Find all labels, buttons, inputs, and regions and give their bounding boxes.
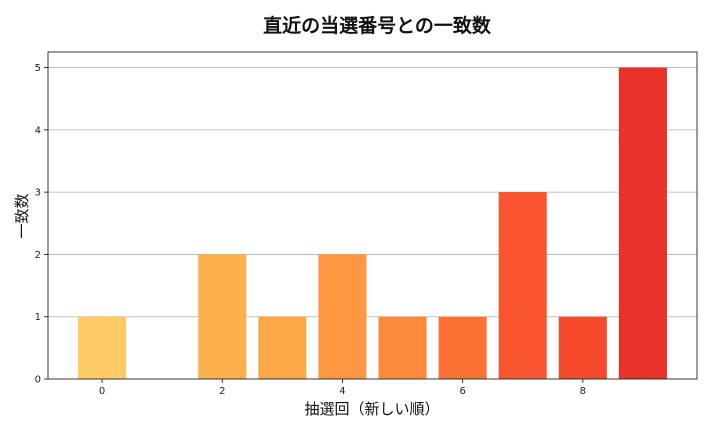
x-tick-label: 6 (459, 386, 465, 397)
bar (378, 316, 427, 379)
y-tick-label: 2 (35, 250, 41, 261)
x-tick-label: 2 (219, 386, 225, 397)
bar (438, 316, 487, 379)
y-tick-label: 5 (35, 63, 41, 74)
y-tick-label: 0 (35, 375, 41, 386)
bar (258, 316, 307, 379)
bars-layer (78, 67, 667, 380)
bar (198, 254, 247, 379)
y-tick-label: 1 (35, 312, 41, 323)
x-tick-label: 0 (99, 386, 105, 397)
bar (318, 254, 367, 379)
plot-frame (47, 51, 698, 380)
bar (498, 192, 547, 379)
y-tick-label: 4 (35, 125, 41, 136)
chart-title: 直近の当選番号との一致数 (263, 14, 492, 37)
x-tick-label: 8 (580, 386, 586, 397)
y-tick-label: 3 (35, 188, 41, 199)
y-axis-label: 一致数 (13, 193, 31, 238)
bar (558, 316, 607, 379)
bar (618, 67, 667, 380)
x-axis-label: 抽選回（新しい順） (304, 400, 439, 418)
x-tick-label: 4 (339, 386, 345, 397)
bar (78, 316, 127, 379)
axes-layer (47, 51, 698, 380)
ticks-layer: 0 1 2 3 4 5 0 2 4 6 8 (35, 63, 586, 397)
